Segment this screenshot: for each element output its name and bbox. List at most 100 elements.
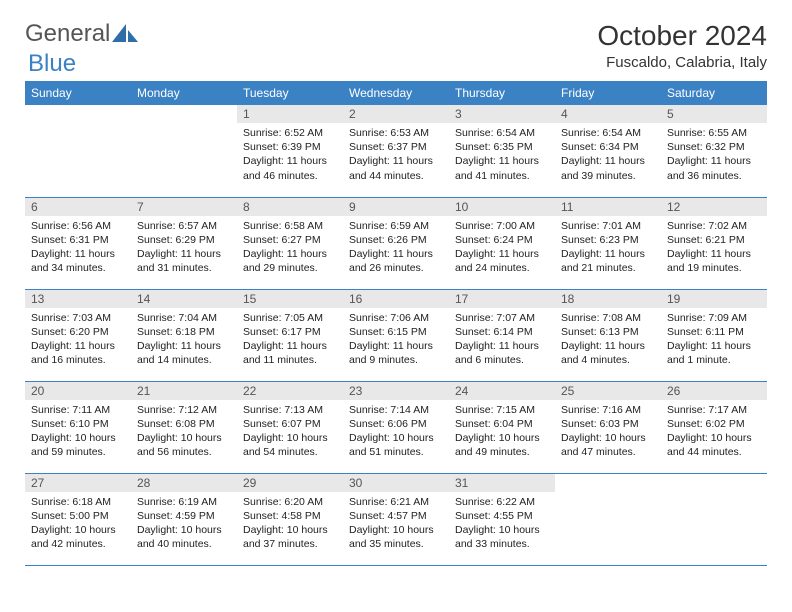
detail-line: Sunrise: 6:58 AM (243, 219, 337, 233)
detail-line: Sunrise: 6:53 AM (349, 126, 443, 140)
day-number: 2 (343, 105, 449, 123)
calendar-cell: 1Sunrise: 6:52 AMSunset: 6:39 PMDaylight… (237, 105, 343, 197)
calendar-cell: 19Sunrise: 7:09 AMSunset: 6:11 PMDayligh… (661, 289, 767, 381)
calendar-cell: 7Sunrise: 6:57 AMSunset: 6:29 PMDaylight… (131, 197, 237, 289)
detail-line: Daylight: 11 hours (137, 247, 231, 261)
detail-line: Sunrise: 7:03 AM (31, 311, 125, 325)
detail-line: Daylight: 11 hours (137, 339, 231, 353)
calendar-cell (555, 473, 661, 565)
day-details: Sunrise: 7:14 AMSunset: 6:06 PMDaylight:… (343, 400, 449, 464)
day-number: 26 (661, 382, 767, 400)
detail-line: and 35 minutes. (349, 537, 443, 551)
header: General October 2024 Fuscaldo, Calabria,… (25, 20, 767, 71)
detail-line: Sunrise: 7:15 AM (455, 403, 549, 417)
day-header: Wednesday (343, 81, 449, 105)
calendar-cell (25, 105, 131, 197)
day-details: Sunrise: 6:58 AMSunset: 6:27 PMDaylight:… (237, 216, 343, 280)
detail-line: Sunset: 6:26 PM (349, 233, 443, 247)
day-number: 24 (449, 382, 555, 400)
detail-line: Sunrise: 7:07 AM (455, 311, 549, 325)
day-number: 25 (555, 382, 661, 400)
calendar-cell: 28Sunrise: 6:19 AMSunset: 4:59 PMDayligh… (131, 473, 237, 565)
calendar-cell: 31Sunrise: 6:22 AMSunset: 4:55 PMDayligh… (449, 473, 555, 565)
detail-line: Sunset: 6:23 PM (561, 233, 655, 247)
detail-line: Daylight: 11 hours (667, 154, 761, 168)
calendar-cell: 22Sunrise: 7:13 AMSunset: 6:07 PMDayligh… (237, 381, 343, 473)
detail-line: and 39 minutes. (561, 169, 655, 183)
detail-line: Sunrise: 6:56 AM (31, 219, 125, 233)
logo-text-general: General (25, 20, 110, 48)
calendar-cell: 21Sunrise: 7:12 AMSunset: 6:08 PMDayligh… (131, 381, 237, 473)
calendar-cell (661, 473, 767, 565)
day-details: Sunrise: 7:12 AMSunset: 6:08 PMDaylight:… (131, 400, 237, 464)
detail-line: Sunset: 6:06 PM (349, 417, 443, 431)
detail-line: Daylight: 11 hours (561, 339, 655, 353)
detail-line: and 59 minutes. (31, 445, 125, 459)
detail-line: and 31 minutes. (137, 261, 231, 275)
logo: General (25, 20, 138, 48)
calendar-cell: 23Sunrise: 7:14 AMSunset: 6:06 PMDayligh… (343, 381, 449, 473)
detail-line: Sunrise: 6:20 AM (243, 495, 337, 509)
detail-line: Daylight: 10 hours (243, 431, 337, 445)
detail-line: Sunset: 6:03 PM (561, 417, 655, 431)
detail-line: Daylight: 11 hours (243, 154, 337, 168)
title-block: October 2024 Fuscaldo, Calabria, Italy (597, 20, 767, 71)
detail-line: Sunset: 6:10 PM (31, 417, 125, 431)
detail-line: Sunset: 4:58 PM (243, 509, 337, 523)
logo-sail-icon (112, 24, 138, 44)
detail-line: Sunset: 6:21 PM (667, 233, 761, 247)
detail-line: Sunrise: 7:04 AM (137, 311, 231, 325)
detail-line: Daylight: 10 hours (349, 523, 443, 537)
detail-line: Daylight: 11 hours (455, 247, 549, 261)
detail-line: and 4 minutes. (561, 353, 655, 367)
detail-line: Sunset: 6:04 PM (455, 417, 549, 431)
detail-line: and 41 minutes. (455, 169, 549, 183)
detail-line: Sunset: 6:20 PM (31, 325, 125, 339)
day-details: Sunrise: 7:05 AMSunset: 6:17 PMDaylight:… (237, 308, 343, 372)
day-number: 27 (25, 474, 131, 492)
detail-line: Sunset: 6:15 PM (349, 325, 443, 339)
detail-line: and 51 minutes. (349, 445, 443, 459)
detail-line: Daylight: 11 hours (243, 339, 337, 353)
day-details: Sunrise: 6:21 AMSunset: 4:57 PMDaylight:… (343, 492, 449, 556)
day-details: Sunrise: 7:03 AMSunset: 6:20 PMDaylight:… (25, 308, 131, 372)
calendar-cell: 27Sunrise: 6:18 AMSunset: 5:00 PMDayligh… (25, 473, 131, 565)
day-details: Sunrise: 7:07 AMSunset: 6:14 PMDaylight:… (449, 308, 555, 372)
detail-line: Sunrise: 7:13 AM (243, 403, 337, 417)
detail-line: Daylight: 11 hours (455, 339, 549, 353)
detail-line: Daylight: 10 hours (349, 431, 443, 445)
detail-line: and 21 minutes. (561, 261, 655, 275)
day-details: Sunrise: 7:02 AMSunset: 6:21 PMDaylight:… (661, 216, 767, 280)
detail-line: Daylight: 11 hours (349, 339, 443, 353)
detail-line: Daylight: 10 hours (243, 523, 337, 537)
day-details: Sunrise: 7:06 AMSunset: 6:15 PMDaylight:… (343, 308, 449, 372)
detail-line: Daylight: 10 hours (455, 431, 549, 445)
day-details: Sunrise: 6:19 AMSunset: 4:59 PMDaylight:… (131, 492, 237, 556)
detail-line: Daylight: 11 hours (455, 154, 549, 168)
detail-line: and 19 minutes. (667, 261, 761, 275)
detail-line: and 1 minute. (667, 353, 761, 367)
calendar-cell: 17Sunrise: 7:07 AMSunset: 6:14 PMDayligh… (449, 289, 555, 381)
detail-line: Daylight: 10 hours (137, 431, 231, 445)
detail-line: Sunset: 6:07 PM (243, 417, 337, 431)
detail-line: Sunrise: 6:57 AM (137, 219, 231, 233)
calendar-cell: 29Sunrise: 6:20 AMSunset: 4:58 PMDayligh… (237, 473, 343, 565)
day-header: Thursday (449, 81, 555, 105)
calendar-cell: 8Sunrise: 6:58 AMSunset: 6:27 PMDaylight… (237, 197, 343, 289)
day-number: 17 (449, 290, 555, 308)
calendar-cell: 11Sunrise: 7:01 AMSunset: 6:23 PMDayligh… (555, 197, 661, 289)
detail-line: and 49 minutes. (455, 445, 549, 459)
detail-line: Sunset: 6:39 PM (243, 140, 337, 154)
calendar-cell: 30Sunrise: 6:21 AMSunset: 4:57 PMDayligh… (343, 473, 449, 565)
day-details: Sunrise: 7:13 AMSunset: 6:07 PMDaylight:… (237, 400, 343, 464)
day-header: Tuesday (237, 81, 343, 105)
detail-line: Sunset: 6:34 PM (561, 140, 655, 154)
detail-line: Daylight: 11 hours (243, 247, 337, 261)
calendar-cell: 18Sunrise: 7:08 AMSunset: 6:13 PMDayligh… (555, 289, 661, 381)
detail-line: and 24 minutes. (455, 261, 549, 275)
day-number: 8 (237, 198, 343, 216)
day-number: 14 (131, 290, 237, 308)
day-number: 15 (237, 290, 343, 308)
day-header: Friday (555, 81, 661, 105)
calendar-cell: 10Sunrise: 7:00 AMSunset: 6:24 PMDayligh… (449, 197, 555, 289)
